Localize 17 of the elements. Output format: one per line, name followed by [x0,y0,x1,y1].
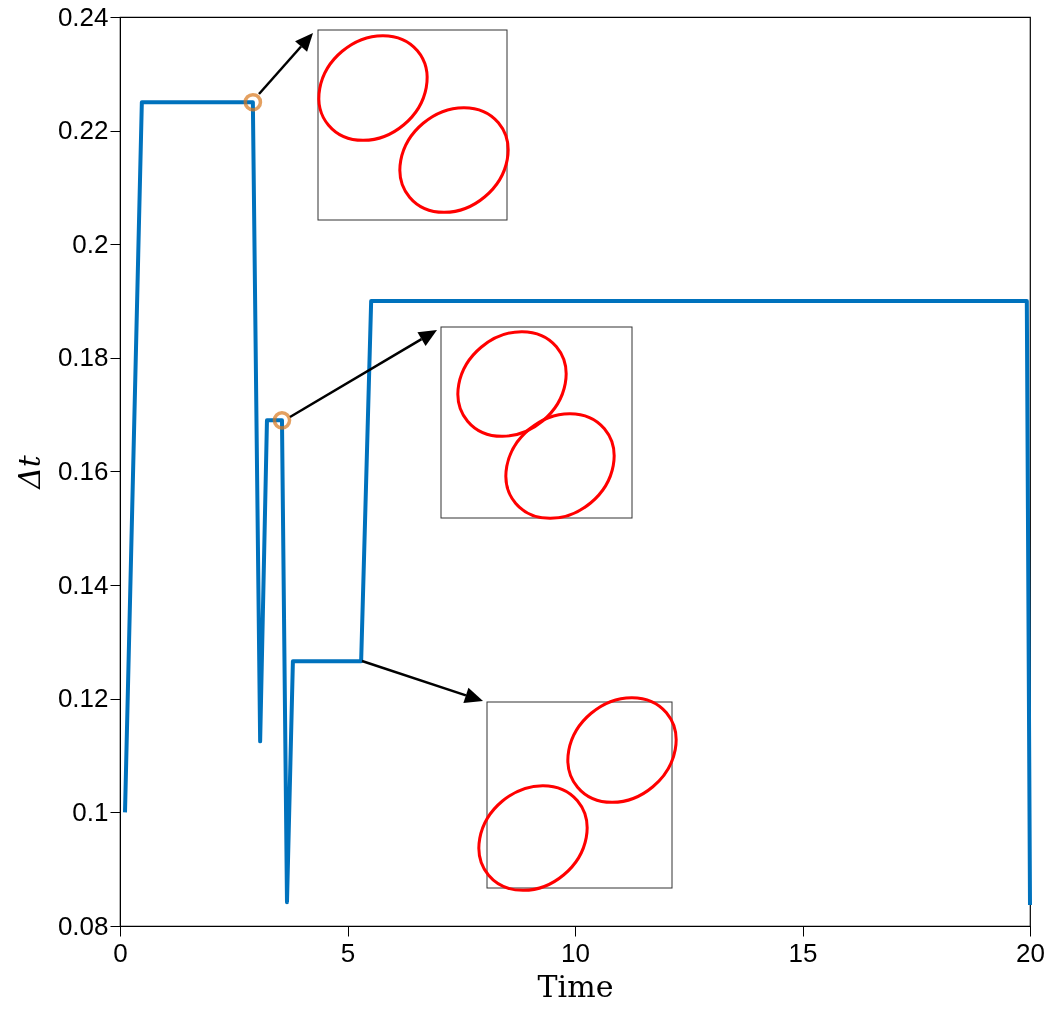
x-tick-label: 20 [1016,937,1045,968]
x-tick-label: 10 [561,937,590,968]
x-tick-label: 5 [340,937,356,968]
y-tick-label: 0.18 [57,342,109,373]
y-tick-label: 0.2 [72,228,109,259]
y-tick-label: 0.24 [57,1,109,32]
y-tick-label: 0.14 [57,569,109,600]
x-tick-label: 15 [788,937,818,968]
y-axis-title: Δt [11,454,47,490]
line-series [123,100,1032,907]
y-tick-label: 0.12 [57,683,109,714]
y-tick-label: 0.08 [57,910,109,941]
y-tick-label: 0.16 [57,456,109,486]
x-axis-title: Time [537,968,614,1004]
y-tick-label: 0.1 [72,796,109,827]
y-tick-label: 0.22 [57,115,109,146]
x-tick-label: 0 [113,937,128,968]
